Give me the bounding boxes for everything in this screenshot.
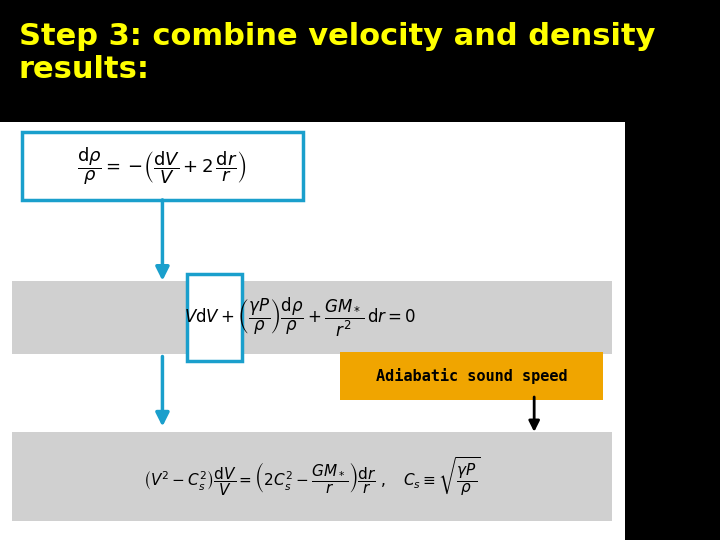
FancyBboxPatch shape [0, 0, 625, 122]
FancyBboxPatch shape [12, 281, 612, 354]
FancyBboxPatch shape [0, 122, 625, 540]
FancyBboxPatch shape [341, 352, 603, 400]
FancyBboxPatch shape [187, 274, 243, 361]
Text: Step 3: combine velocity and density
results:: Step 3: combine velocity and density res… [19, 22, 655, 84]
FancyBboxPatch shape [22, 132, 303, 200]
Text: Adiabatic sound speed: Adiabatic sound speed [376, 368, 567, 384]
Text: $\dfrac{\mathrm{d}\rho}{\rho} = -\!\left(\dfrac{\mathrm{d}V}{V} + 2\,\dfrac{\mat: $\dfrac{\mathrm{d}\rho}{\rho} = -\!\left… [78, 145, 248, 187]
Text: $\left(V^2 - C_s^2\right)\dfrac{\mathrm{d}V}{V} = \left(2C_s^2 - \dfrac{GM_*}{r}: $\left(V^2 - C_s^2\right)\dfrac{\mathrm{… [143, 455, 482, 498]
FancyBboxPatch shape [12, 432, 612, 521]
Text: $V\mathrm{d}V + \left(\dfrac{\gamma P}{\rho}\right)\dfrac{\mathrm{d}\rho}{\rho} : $V\mathrm{d}V + \left(\dfrac{\gamma P}{\… [184, 295, 416, 339]
